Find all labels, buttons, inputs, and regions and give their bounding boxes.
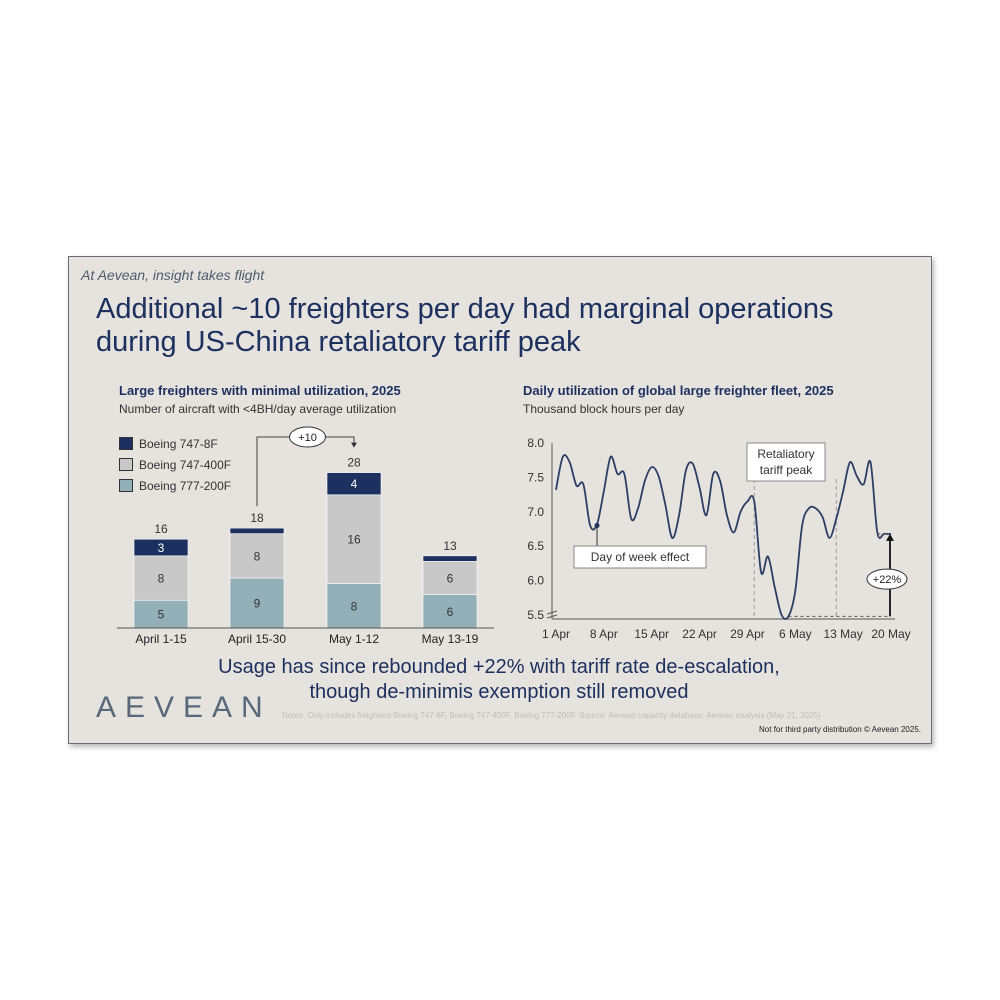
- page-title: Additional ~10 freighters per day had ma…: [96, 293, 916, 359]
- bar-value-label: 8: [351, 599, 358, 613]
- bar-segment-boeing-747-400f-3: [422, 561, 478, 595]
- y-tick-label: 6.5: [527, 539, 544, 553]
- tariff-peak-label-2: tariff peak: [760, 463, 813, 477]
- y-tick-label: 8.0: [527, 436, 544, 450]
- bar-chart-subtitle: Number of aircraft with <4BH/day average…: [119, 402, 397, 416]
- notes: Notes: Only includes freighters Boeing 7…: [282, 711, 821, 720]
- tariff-peak-box: [746, 442, 826, 482]
- line-chart-title: Daily utilization of global large freigh…: [523, 383, 834, 398]
- bar-category-label: April 1-15: [135, 632, 187, 646]
- y-tick-label: 6.0: [527, 574, 544, 588]
- y-tick-label: 7.5: [527, 470, 544, 484]
- increase-arrowhead: [351, 442, 357, 448]
- legend-swatch-747-400f: [119, 458, 133, 471]
- x-tick-label: 13 May: [823, 627, 862, 641]
- bar-category-label: May 13-19: [422, 632, 479, 646]
- x-tick-label: 29 Apr: [730, 627, 765, 641]
- rebound-label: +22%: [873, 574, 902, 586]
- bar-segment-boeing-777-200f-2: [326, 583, 382, 629]
- footer: Not for third party distribution © Aevea…: [759, 725, 921, 734]
- line-chart-subtitle: Thousand block hours per day: [523, 402, 685, 416]
- bar-value-label: 3: [158, 541, 165, 555]
- y-tick-label: 5.5: [527, 608, 544, 622]
- bar-value-label: 6: [447, 605, 454, 619]
- bar-segment-boeing-747-400f-1: [229, 533, 285, 579]
- x-tick-label: 1 Apr: [542, 627, 570, 641]
- bar-value-label: 9: [254, 597, 261, 611]
- bar-total-label: 13: [443, 539, 457, 553]
- tagline: At Aevean, insight takes flight: [81, 267, 265, 283]
- bar-value-label: 5: [158, 608, 165, 622]
- increase-badge: [289, 426, 326, 448]
- axis-break: [546, 610, 558, 619]
- tariff-peak-label-1: Retaliatory: [757, 447, 814, 461]
- rebound-arrowhead: [886, 533, 894, 541]
- title-line-2: during US-China retaliatory tariff peak: [96, 326, 581, 358]
- legend-label-747-8f: Boeing 747-8F: [139, 436, 218, 451]
- bar-value-label: 6: [447, 572, 454, 586]
- legend-item-747-400f: Boeing 747-400F: [119, 454, 231, 475]
- bar-total-label: 28: [347, 456, 361, 470]
- bar-value-label: 8: [158, 572, 165, 586]
- bar-segment-boeing-747-8f-0: [133, 538, 189, 557]
- bar-segment-boeing-747-8f-1: [229, 527, 285, 534]
- conclusion-line-1: Usage has since rebounded +22% with tari…: [218, 656, 780, 678]
- bar-segment-boeing-747-400f-2: [326, 494, 382, 584]
- conclusion: Usage has since rebounded +22% with tari…: [169, 655, 829, 705]
- legend-label-777-200f: Boeing 777-200F: [139, 478, 232, 493]
- bar-segment-boeing-747-8f-2: [326, 472, 382, 496]
- bar-chart-legend: Boeing 747-8F Boeing 747-400F Boeing 777…: [119, 433, 231, 496]
- conclusion-line-2: though de-minimis exemption still remove…: [309, 681, 689, 703]
- bar-chart-title: Large freighters with minimal utilizatio…: [119, 383, 401, 398]
- y-tick-label: 7.0: [527, 505, 544, 519]
- utilization-line: [555, 454, 892, 620]
- legend-item-747-8f: Boeing 747-8F: [119, 433, 231, 454]
- bar-chart: 5 8 3 16 April 1-15 9 8 18 April 15-30 8 16 4 28 May …: [117, 426, 494, 646]
- x-tick-label: 15 Apr: [634, 627, 669, 641]
- bar-category-label: May 1-12: [329, 632, 379, 646]
- rebound-badge: [866, 568, 908, 590]
- x-tick-label: 22 Apr: [682, 627, 717, 641]
- x-tick-label: 8 Apr: [590, 627, 618, 641]
- legend-label-747-400f: Boeing 747-400F: [139, 457, 232, 472]
- bar-total-label: 16: [154, 522, 168, 536]
- bar-value-label: 8: [254, 549, 261, 563]
- day-of-week-box: [573, 545, 707, 569]
- increase-label: +10: [298, 432, 317, 444]
- legend-swatch-747-8f: [119, 437, 133, 450]
- title-line-1: Additional ~10 freighters per day had ma…: [96, 293, 834, 325]
- aevean-logo: AEVEAN: [96, 691, 272, 724]
- bar-value-label: 4: [351, 477, 358, 491]
- bar-value-label: 16: [347, 533, 361, 547]
- line-chart: 8.0 7.5 7.0 6.5 6.0 5.5 1 Apr 8 Apr 15 Apr 22 Apr…: [527, 436, 910, 641]
- slide: At Aevean, insight takes flight Addition…: [68, 256, 932, 744]
- legend-swatch-777-200f: [119, 479, 133, 492]
- bar-segment-boeing-747-8f-3: [422, 555, 478, 562]
- day-of-week-label: Day of week effect: [591, 550, 690, 564]
- legend-item-777-200f: Boeing 777-200F: [119, 475, 231, 496]
- bar-total-label: 18: [250, 511, 264, 525]
- bar-category-label: April 15-30: [228, 632, 286, 646]
- x-tick-label: 20 May: [871, 627, 910, 641]
- x-tick-label: 6 May: [779, 627, 812, 641]
